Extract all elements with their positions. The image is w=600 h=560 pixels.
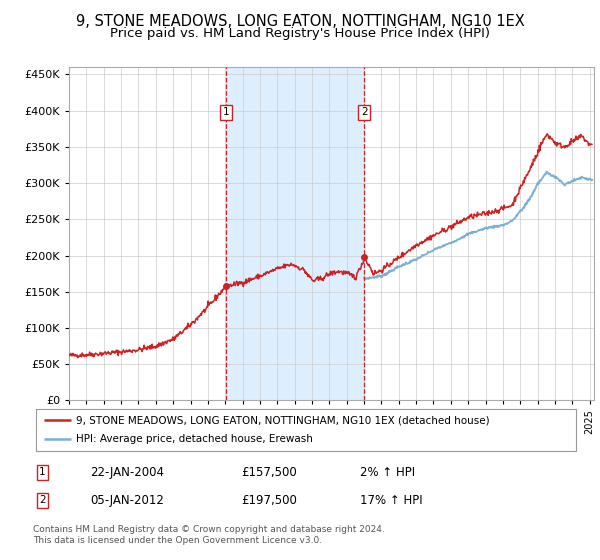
- Text: Price paid vs. HM Land Registry's House Price Index (HPI): Price paid vs. HM Land Registry's House …: [110, 27, 490, 40]
- Text: 2% ↑ HPI: 2% ↑ HPI: [360, 465, 415, 479]
- Text: Contains HM Land Registry data © Crown copyright and database right 2024.
This d: Contains HM Land Registry data © Crown c…: [33, 525, 385, 545]
- Text: 22-JAN-2004: 22-JAN-2004: [90, 465, 164, 479]
- Text: 1: 1: [223, 107, 230, 117]
- Text: £197,500: £197,500: [241, 494, 297, 507]
- Text: 05-JAN-2012: 05-JAN-2012: [90, 494, 164, 507]
- Bar: [226, 67, 364, 400]
- Text: HPI: Average price, detached house, Erewash: HPI: Average price, detached house, Erew…: [77, 435, 313, 445]
- Text: 9, STONE MEADOWS, LONG EATON, NOTTINGHAM, NG10 1EX (detached house): 9, STONE MEADOWS, LONG EATON, NOTTINGHAM…: [77, 415, 490, 425]
- Text: 9, STONE MEADOWS, LONG EATON, NOTTINGHAM, NG10 1EX: 9, STONE MEADOWS, LONG EATON, NOTTINGHAM…: [76, 14, 524, 29]
- Text: 2: 2: [361, 107, 368, 117]
- Text: 2: 2: [39, 496, 46, 505]
- Text: 17% ↑ HPI: 17% ↑ HPI: [360, 494, 422, 507]
- Text: 1: 1: [39, 467, 46, 477]
- FancyBboxPatch shape: [36, 409, 576, 451]
- Text: £157,500: £157,500: [241, 465, 297, 479]
